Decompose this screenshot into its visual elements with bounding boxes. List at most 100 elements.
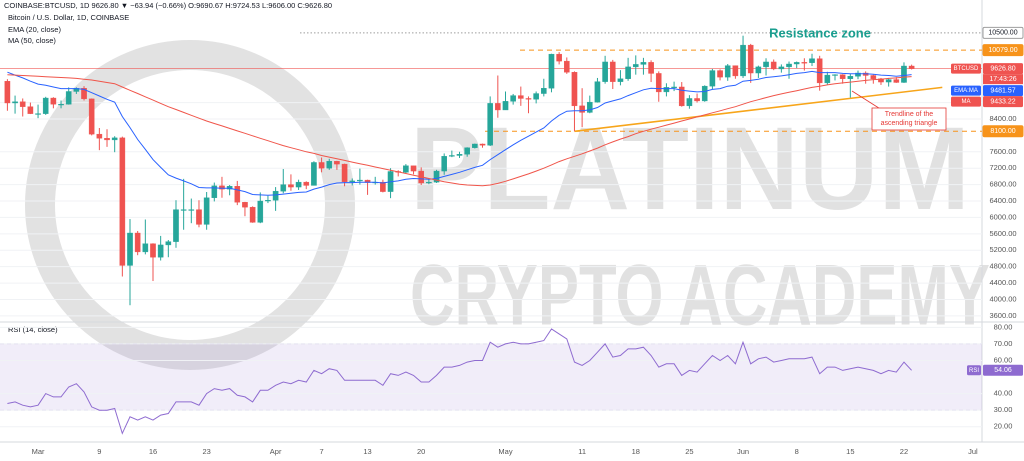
- candle-body: [288, 184, 294, 188]
- y-tick-label: 7600.00: [989, 147, 1016, 156]
- indicator-line: [7, 74, 912, 187]
- level-badge: [982, 44, 1024, 57]
- x-tick-label: Jul: [968, 447, 978, 456]
- candle-body: [732, 65, 739, 77]
- candle-body: [203, 197, 210, 225]
- candle-body: [257, 200, 264, 223]
- badge-box: [983, 85, 1023, 97]
- header-line: Bitcoin / U.S. Dollar, 1D, COINBASE: [8, 13, 129, 22]
- x-tick-label: 11: [578, 447, 586, 456]
- candle-body: [663, 87, 670, 93]
- level-label: 10500.00: [988, 30, 1017, 37]
- x-tick-label: 13: [363, 447, 371, 456]
- candle-body: [809, 58, 815, 63]
- indicator-line: [7, 70, 912, 196]
- candle-body: [35, 113, 41, 115]
- candle-body: [556, 53, 562, 62]
- candle-body: [778, 66, 785, 70]
- candle-body: [495, 103, 501, 111]
- badge-name: BTCUSD: [954, 66, 979, 72]
- candle-body: [173, 209, 179, 242]
- candle-body: [134, 232, 141, 253]
- badge-name: RSI: [969, 368, 979, 374]
- candle-body: [42, 97, 49, 114]
- candle-body: [410, 165, 417, 172]
- countdown: 17:43:26: [989, 76, 1016, 83]
- badge-box: [983, 364, 1023, 376]
- y-tick-label: 8400.00: [989, 114, 1016, 123]
- candle-body: [472, 143, 478, 148]
- candle-body: [816, 58, 823, 84]
- candle-body: [12, 101, 18, 104]
- badge-name: MA: [962, 99, 971, 105]
- candle-body: [318, 162, 325, 169]
- candle-body: [234, 186, 241, 203]
- candle-body: [755, 66, 762, 74]
- candle-body: [127, 232, 133, 266]
- candle-body: [464, 147, 470, 155]
- y-tick-label: 20.00: [994, 422, 1013, 431]
- candle-body: [671, 86, 677, 88]
- watermark-logo: [25, 40, 355, 370]
- candle-body: [717, 70, 723, 78]
- candle-body: [525, 98, 532, 100]
- candle-body: [280, 184, 287, 192]
- candle-body: [150, 243, 156, 258]
- candle-body: [157, 244, 164, 258]
- y-tick-label: 6800.00: [989, 180, 1016, 189]
- candle-body: [793, 62, 800, 65]
- candle-body: [303, 181, 310, 186]
- candle-body: [265, 200, 271, 202]
- legend-entry: MA (50, close): [8, 36, 56, 45]
- candle-body: [88, 98, 95, 135]
- level-label: 8100.00: [990, 128, 1015, 135]
- x-tick-label: 22: [900, 447, 908, 456]
- badge-label: 9481.57: [990, 87, 1015, 94]
- candle-body: [579, 105, 585, 113]
- candle-body: [58, 104, 64, 106]
- candle-body: [786, 63, 792, 68]
- candle-body: [426, 181, 432, 184]
- candle-body: [449, 155, 455, 157]
- trendline-label: ascending triangle: [881, 120, 938, 127]
- candle-body: [311, 162, 317, 186]
- candle-body: [824, 74, 831, 84]
- candle-body: [188, 209, 195, 211]
- candle-body: [119, 137, 126, 266]
- y-tick-label: 30.00: [994, 405, 1013, 414]
- candle-body: [832, 74, 838, 76]
- badge-name-box: [951, 85, 981, 96]
- x-tick-label: Apr: [270, 447, 282, 456]
- candle-body: [441, 156, 447, 172]
- level-label: 10079.00: [988, 47, 1017, 54]
- y-tick-label: 4400.00: [989, 278, 1016, 287]
- candle-body: [908, 65, 915, 69]
- candle-body: [96, 133, 103, 139]
- candle-body: [594, 81, 601, 103]
- candle-body: [518, 95, 524, 99]
- countdown-box: [983, 74, 1023, 85]
- candle-body: [548, 53, 555, 89]
- candle-body: [403, 165, 409, 173]
- x-tick-label: 8: [795, 447, 799, 456]
- candle-body: [142, 243, 149, 253]
- candle-body: [357, 179, 363, 182]
- candle-body: [295, 181, 302, 188]
- candle-body: [502, 101, 509, 111]
- y-tick-label: 6000.00: [989, 212, 1016, 221]
- y-tick-label: 80.00: [994, 322, 1013, 331]
- candle-body: [602, 61, 608, 82]
- candle-body: [165, 241, 172, 246]
- candle-body: [839, 74, 846, 79]
- candle-body: [709, 70, 716, 87]
- candle-body: [380, 181, 386, 192]
- candle-body: [801, 62, 808, 64]
- candle-body: [847, 76, 854, 79]
- trendline: [574, 86, 943, 133]
- y-tick-label: 5600.00: [989, 229, 1016, 238]
- badge-name-box: [951, 96, 981, 107]
- x-tick-label: 20: [417, 447, 425, 456]
- badge-name-box: [951, 63, 981, 74]
- candle-body: [678, 86, 685, 107]
- candle-body: [479, 143, 486, 146]
